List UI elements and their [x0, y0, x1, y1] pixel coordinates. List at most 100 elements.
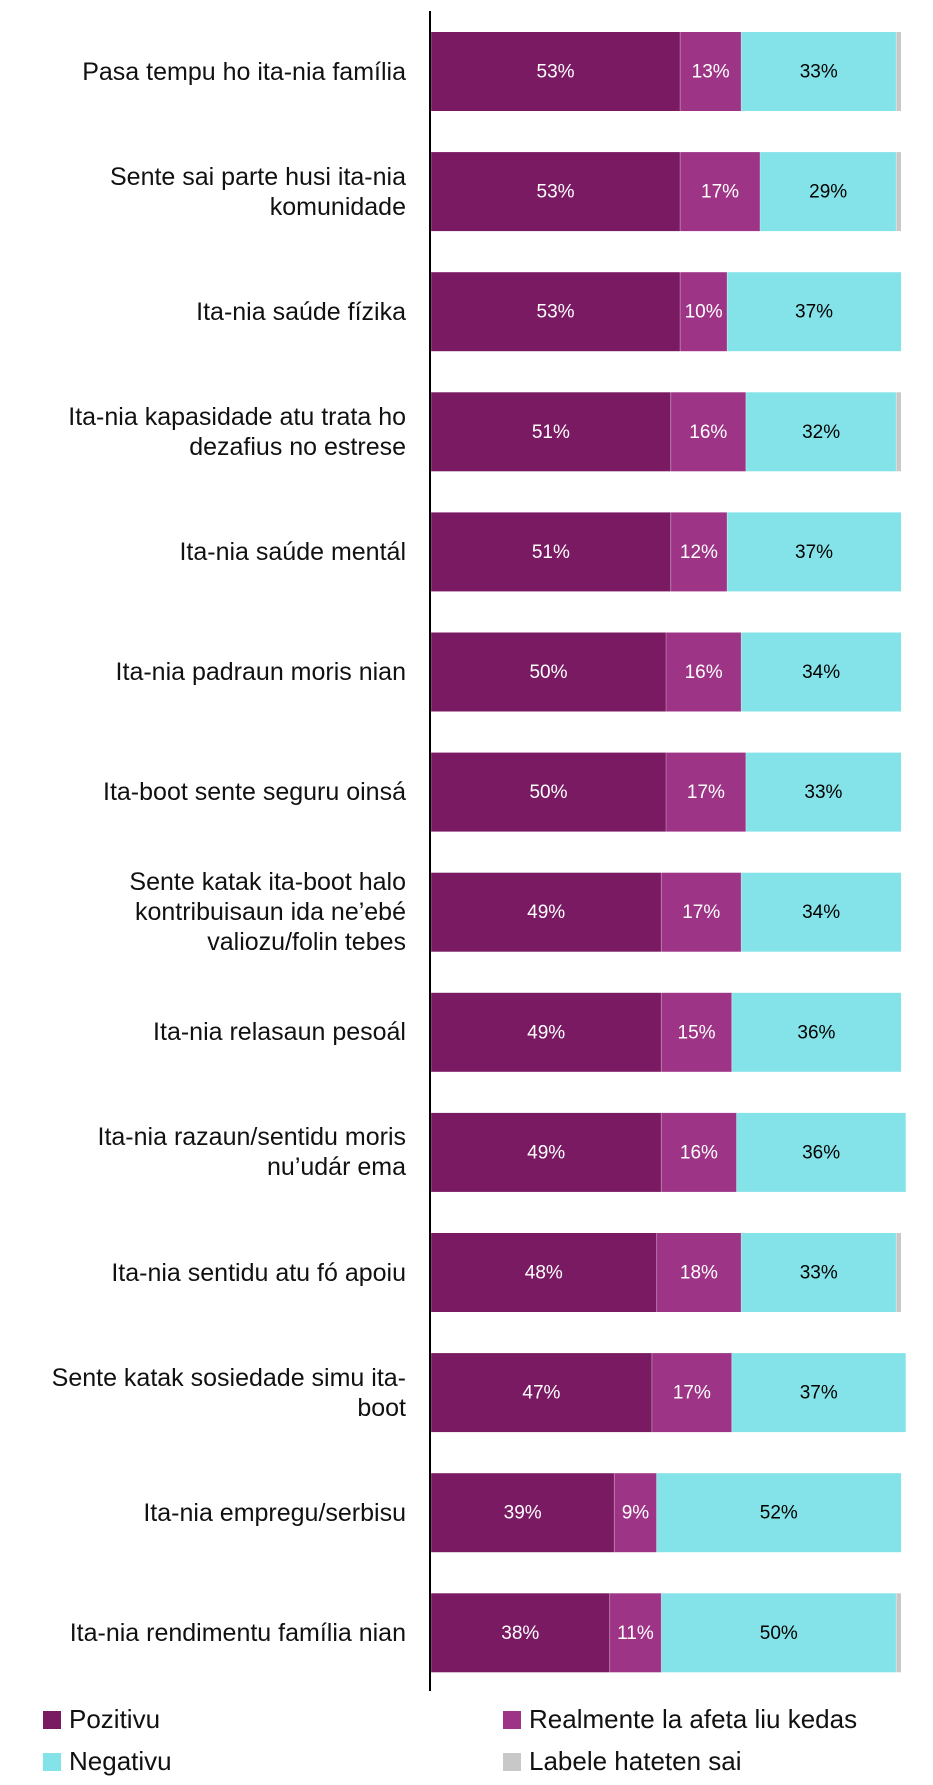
- bar-segment: [431, 752, 666, 832]
- legend-item: Labele hateten sai: [503, 1746, 742, 1777]
- bar-segment: [896, 1593, 901, 1673]
- value-label: 39%: [504, 1503, 542, 1524]
- bar-segment: [661, 872, 742, 952]
- value-label: 49%: [527, 902, 565, 923]
- bar-segment: [731, 1353, 906, 1433]
- bar-segment: [431, 512, 671, 592]
- bar-segment: [431, 992, 662, 1072]
- value-label: 16%: [689, 422, 727, 443]
- value-label: 17%: [687, 782, 725, 803]
- bar-segment: [727, 512, 901, 592]
- bar-segment: [741, 872, 901, 952]
- bar-segment: [727, 272, 901, 352]
- bar-segment: [745, 752, 901, 832]
- bar-segment: [609, 1593, 662, 1673]
- category-label: Ita-nia rendimentu família nian: [69, 1618, 406, 1647]
- value-label: 29%: [809, 182, 847, 203]
- value-label: 50%: [529, 782, 567, 803]
- value-label: 53%: [537, 62, 575, 83]
- bar-segment: [661, 992, 732, 1072]
- category-label: Ita-boot sente seguru oinsá: [103, 778, 406, 807]
- bar-segment: [431, 392, 671, 472]
- value-label: 11%: [617, 1623, 654, 1644]
- category-label: Ita-nia padraun moris nian: [115, 658, 406, 686]
- value-label: 53%: [537, 182, 575, 203]
- legend-item: Realmente la afeta liu kedas: [503, 1704, 857, 1735]
- legend-item: Negativu: [43, 1746, 172, 1777]
- category-label: Sente katak ita-boot halo kontribuisaun …: [129, 868, 406, 957]
- value-label: 17%: [701, 182, 739, 203]
- value-label: 9%: [622, 1503, 650, 1524]
- value-label: 47%: [522, 1383, 560, 1404]
- bar-segment: [745, 392, 897, 472]
- bar-segment: [741, 632, 901, 712]
- value-label: 16%: [685, 662, 723, 683]
- value-label: 18%: [680, 1263, 718, 1284]
- bar-segment: [661, 1112, 737, 1192]
- bar-segment: [680, 152, 760, 232]
- bar-segment: [741, 32, 897, 111]
- value-label: 12%: [680, 542, 718, 563]
- bar-segment: [666, 752, 746, 832]
- category-label: Ita-nia saúde fízika: [196, 297, 406, 326]
- bar-segment: [656, 1473, 901, 1553]
- bar-segment: [431, 1233, 657, 1312]
- value-label: 49%: [527, 1022, 565, 1043]
- value-label: 37%: [795, 302, 833, 323]
- value-label: 50%: [760, 1623, 798, 1644]
- legend-swatch: [503, 1710, 521, 1729]
- value-label: 10%: [685, 302, 723, 323]
- bar-segment: [760, 152, 897, 232]
- legend-item: Pozitivu: [43, 1704, 160, 1735]
- bar-segment: [431, 1593, 610, 1673]
- value-label: 33%: [800, 1263, 838, 1284]
- value-label: 17%: [682, 902, 720, 923]
- value-label: 52%: [760, 1503, 798, 1524]
- category-label: Sente katak sosiedade simu ita-boot: [51, 1363, 406, 1422]
- value-label: 33%: [800, 62, 838, 83]
- value-label: 36%: [797, 1022, 835, 1043]
- value-label: 51%: [532, 422, 570, 443]
- bar-segment: [656, 1233, 742, 1312]
- bar-segment: [670, 512, 728, 592]
- bar-segment: [661, 1593, 897, 1673]
- value-label: 34%: [802, 662, 840, 683]
- bar-segment: [731, 992, 901, 1072]
- value-label: 38%: [501, 1623, 539, 1644]
- bar-segment: [736, 1112, 906, 1192]
- bar-segment: [431, 1353, 652, 1433]
- category-label: Sente sai parte husi ita-nia komunidade: [109, 162, 406, 221]
- bar-segment: [431, 632, 666, 712]
- value-label: 17%: [673, 1383, 711, 1404]
- value-label: 34%: [802, 902, 840, 923]
- category-label: Ita-nia empregu/serbisu: [143, 1498, 406, 1527]
- legend-label: Labele hateten sai: [529, 1746, 742, 1776]
- value-label: 37%: [800, 1383, 838, 1404]
- legend-swatch: [503, 1752, 521, 1771]
- legend-label: Pozitivu: [69, 1704, 161, 1734]
- value-label: 13%: [692, 62, 730, 83]
- value-label: 15%: [678, 1022, 716, 1043]
- value-label: 16%: [680, 1142, 718, 1163]
- bar-segment: [651, 1353, 732, 1433]
- bar-segment: [670, 392, 746, 472]
- legend-label: Negativu: [69, 1746, 172, 1776]
- bar-segment: [680, 32, 742, 111]
- category-label: Pasa tempu ho ita-nia família: [82, 57, 406, 86]
- bar-segment: [741, 1233, 897, 1312]
- value-label: 51%: [532, 542, 570, 563]
- legend-swatch: [43, 1752, 61, 1771]
- bar-segment: [896, 1233, 901, 1312]
- bar-segment: [431, 1112, 662, 1192]
- bar-segment: [896, 32, 901, 111]
- category-label: Ita-nia relasaun pesoál: [153, 1018, 406, 1047]
- category-label: Ita-nia sentidu atu fó apoiu: [111, 1258, 406, 1287]
- bar-segment: [896, 152, 901, 232]
- bar-segment: [680, 272, 728, 352]
- category-label: Ita-nia razaun/sentidu moris nu’udár ema: [97, 1123, 406, 1182]
- bar-segment: [614, 1473, 657, 1553]
- legend-swatch: [43, 1710, 61, 1729]
- value-label: 32%: [802, 422, 840, 443]
